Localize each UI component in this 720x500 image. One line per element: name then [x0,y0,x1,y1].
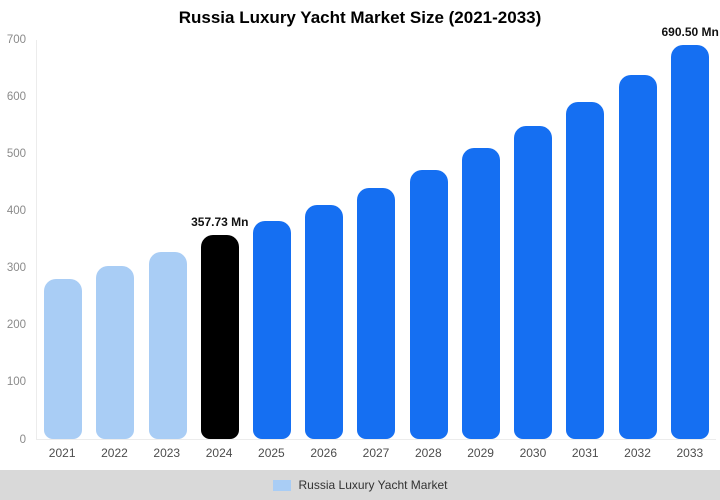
legend-swatch [272,479,291,491]
bar-2029 [461,148,500,439]
bar-2032 [618,75,657,439]
bar-cell: 357.73 Mn [191,40,248,439]
bar-cell [246,40,298,439]
x-tick-label: 2025 [258,446,285,460]
bar-cell [612,40,664,439]
bar-2021 [44,278,83,439]
bar-2027 [357,188,396,439]
bar-annotation: 690.50 Mn [661,25,719,40]
bar-cell [350,40,402,439]
bar-cell [507,40,559,439]
bar-cell [559,40,611,439]
legend: Russia Luxury Yacht Market [0,470,720,500]
y-tick-label: 200 [6,318,26,331]
y-tick-label: 300 [6,261,26,274]
bar-cell: 690.50 Mn [662,25,719,439]
x-tick-label: 2028 [414,446,442,460]
y-tick-label: 400 [6,204,26,217]
bar-2022 [96,265,135,439]
bar-2031 [566,102,605,439]
bar-2028 [409,169,448,439]
plot-area: 357.73 Mn 690.50 Mn [36,25,719,440]
x-tick-label: 2021 [48,446,76,460]
bar-cell [298,40,350,439]
x-tick-label: 2023 [153,446,181,460]
y-tick-label: 700 [6,33,26,46]
legend-label: Russia Luxury Yacht Market [298,478,448,492]
bar-cell [403,40,455,439]
y-axis: 0 100 200 300 400 500 600 700 [0,34,32,445]
bar-cell [37,40,89,439]
bar-cell [455,40,507,439]
bar-2026 [305,205,344,439]
x-tick-label: 2029 [467,446,494,460]
chart-title: Russia Luxury Yacht Market Size (2021-20… [178,8,542,27]
bar-2023 [148,252,187,439]
bar-series: 357.73 Mn 690.50 Mn [37,25,719,439]
y-tick-label: 600 [6,90,26,103]
x-axis: 2021 2022 2023 2024 2025 2026 2027 2028 2029 2030… [36,446,716,460]
bar-cell [89,40,141,439]
y-tick-label: 500 [6,147,26,160]
x-tick-label: 2033 [676,446,704,460]
x-tick-label: 2026 [310,446,338,460]
x-tick-label: 2027 [362,446,390,460]
bar-2025 [253,220,292,439]
x-tick-label: 2032 [624,446,651,460]
x-tick-label: 2031 [571,446,599,460]
x-tick-label: 2022 [101,446,128,460]
x-tick-label: 2024 [205,446,233,460]
bar-annotation: 357.73 Mn [191,215,249,230]
bar-2030 [514,126,553,439]
y-tick-label: 0 [19,433,26,446]
bar-cell [141,40,193,439]
x-tick-label: 2030 [519,446,547,460]
bar-2024: 357.73 Mn [191,215,248,439]
y-tick-label: 100 [6,376,26,389]
bar-2033: 690.50 Mn [662,25,719,439]
